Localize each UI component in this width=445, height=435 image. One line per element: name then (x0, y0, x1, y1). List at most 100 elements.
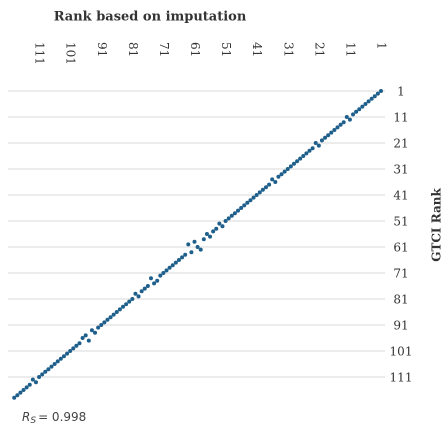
point (117, 307, 122, 312)
annotation-text: = 0.998 (38, 410, 86, 424)
y-tick-label: 21 (393, 137, 408, 151)
point (173, 260, 178, 265)
point (295, 159, 300, 164)
point (341, 120, 346, 125)
point (319, 138, 324, 143)
chart-title: Rank based on imputation (54, 10, 247, 25)
point (37, 375, 42, 379)
point (139, 289, 144, 294)
point (86, 338, 91, 343)
point (298, 156, 303, 161)
point (214, 226, 219, 231)
point (248, 198, 253, 203)
point (89, 328, 94, 333)
point (195, 245, 200, 249)
point (71, 346, 76, 351)
point (301, 154, 306, 158)
point (279, 172, 284, 177)
point (133, 291, 138, 296)
point (357, 107, 362, 112)
point (124, 302, 129, 307)
point (176, 258, 181, 262)
point (158, 273, 163, 278)
point (61, 354, 66, 359)
point (127, 299, 132, 304)
point (80, 336, 85, 340)
point (239, 206, 244, 210)
point (335, 125, 340, 130)
point (226, 216, 231, 221)
point (27, 382, 32, 387)
point (148, 276, 153, 281)
point (310, 146, 315, 151)
point (291, 161, 296, 166)
point (12, 395, 17, 400)
point (68, 349, 73, 353)
point (170, 263, 175, 268)
point (351, 112, 356, 117)
point (282, 169, 287, 174)
x-tick-label: 101 (64, 42, 78, 65)
x-tick-label: 11 (343, 42, 357, 57)
point (211, 229, 216, 234)
y-tick-label: 71 (393, 267, 408, 281)
point (354, 109, 359, 114)
point (198, 247, 203, 252)
point (114, 310, 119, 314)
y-axis-label: GTCI Rank (430, 188, 444, 262)
point (46, 367, 51, 372)
point (236, 208, 241, 213)
point (288, 164, 293, 169)
point (136, 294, 141, 299)
point (40, 372, 45, 377)
y-tick-label: 101 (390, 345, 413, 359)
point (276, 174, 281, 179)
point (285, 167, 290, 171)
point (267, 182, 272, 187)
y-tick-label: 31 (393, 163, 408, 177)
point (21, 388, 26, 392)
point (180, 255, 185, 260)
x-tick-label: 51 (219, 42, 233, 57)
x-tick-label: 41 (250, 42, 264, 57)
point (15, 393, 20, 398)
point (307, 148, 312, 153)
point (220, 224, 225, 229)
y-tick-label: 61 (393, 241, 408, 255)
x-tick-label: 31 (281, 42, 295, 57)
point (192, 239, 197, 244)
point (260, 187, 265, 192)
point (93, 330, 98, 335)
x-tick-label: 1 (375, 42, 389, 50)
point (323, 135, 328, 140)
point (217, 221, 222, 226)
point (77, 341, 82, 346)
point (223, 219, 228, 223)
point (152, 281, 157, 286)
y-tick-label: 111 (390, 371, 413, 385)
point (360, 104, 365, 109)
point (363, 102, 368, 106)
point (338, 122, 343, 127)
point (102, 320, 107, 325)
point (65, 351, 70, 356)
point (155, 278, 160, 283)
point (33, 380, 38, 385)
point (270, 177, 275, 182)
point (204, 232, 209, 236)
point (83, 333, 88, 338)
point (232, 211, 237, 216)
point (49, 364, 54, 369)
point (24, 385, 29, 390)
point (251, 195, 256, 200)
point (347, 117, 352, 122)
y-tick-label: 81 (393, 293, 408, 307)
point (164, 268, 169, 273)
point (161, 271, 166, 275)
point (189, 250, 194, 255)
point (245, 200, 250, 205)
point (369, 96, 374, 101)
point (201, 237, 206, 242)
point (273, 180, 278, 184)
point (74, 343, 79, 348)
